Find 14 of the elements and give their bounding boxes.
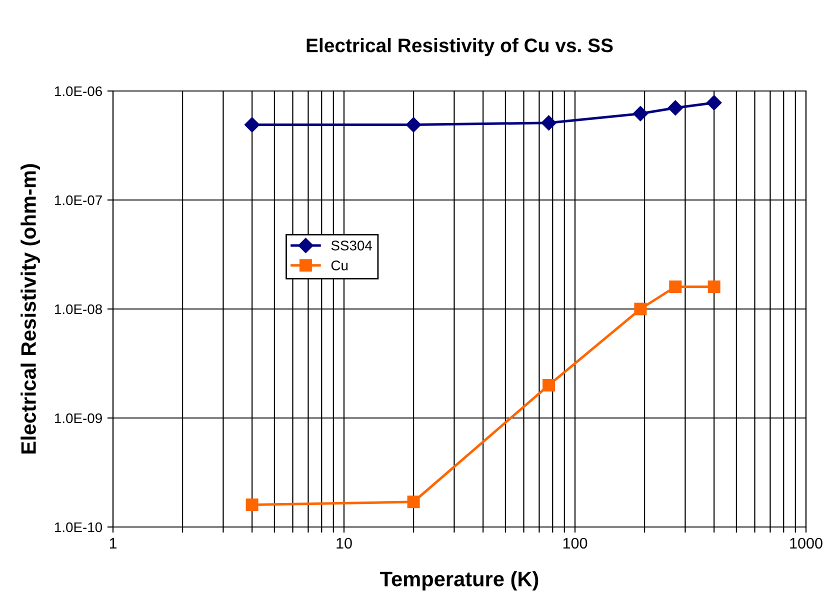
y-tick-label: 1.0E-08 bbox=[55, 304, 102, 314]
x-axis-title: Temperature (K) bbox=[380, 571, 538, 591]
x-tick-label: 10 bbox=[336, 538, 352, 549]
chart-title: Electrical Resistivity of Cu vs. SS bbox=[306, 38, 613, 56]
x-tick-label: 100 bbox=[563, 538, 588, 549]
legend-label: Cu bbox=[331, 260, 348, 270]
x-tick-label: 1 bbox=[110, 538, 117, 548]
y-tick-label: 1.0E-06 bbox=[55, 86, 102, 96]
y-tick-label: 1.0E-07 bbox=[55, 195, 102, 206]
legend-label: SS304 bbox=[331, 240, 372, 250]
y-tick-label: 1.0E-10 bbox=[55, 522, 102, 532]
y-tick-label: 1.0E-09 bbox=[55, 413, 102, 424]
x-tick-label: 1000 bbox=[790, 538, 822, 549]
y-axis-title: Electrical Resistivity (ohm-m) bbox=[20, 164, 40, 454]
